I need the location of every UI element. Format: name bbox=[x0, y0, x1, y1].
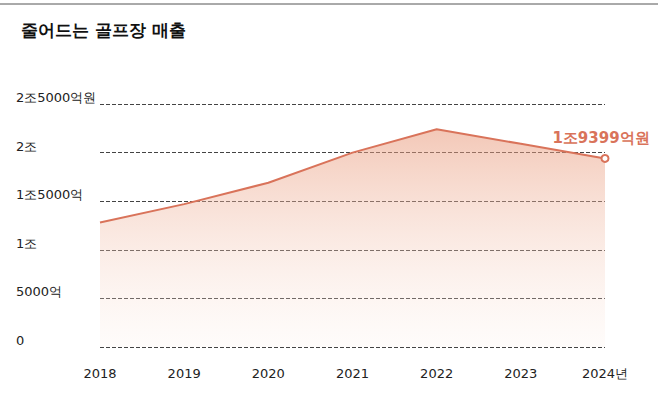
svg-text:2024년: 2024년 bbox=[582, 366, 628, 381]
svg-text:2020: 2020 bbox=[252, 366, 285, 381]
svg-text:2조: 2조 bbox=[16, 139, 37, 154]
svg-text:2021: 2021 bbox=[336, 366, 369, 381]
svg-text:5000억: 5000억 bbox=[16, 284, 62, 299]
svg-text:줄어드는 골프장 매출: 줄어드는 골프장 매출 bbox=[21, 20, 186, 40]
svg-text:1조9399억원: 1조9399억원 bbox=[552, 129, 649, 147]
svg-text:1조5000억: 1조5000억 bbox=[16, 187, 83, 202]
svg-text:2018: 2018 bbox=[83, 366, 116, 381]
svg-text:2019: 2019 bbox=[168, 366, 201, 381]
svg-text:2조5000억원: 2조5000억원 bbox=[16, 90, 96, 105]
svg-text:2022: 2022 bbox=[420, 366, 453, 381]
svg-text:0: 0 bbox=[16, 333, 24, 348]
svg-text:2023: 2023 bbox=[504, 366, 537, 381]
svg-text:1조: 1조 bbox=[16, 236, 37, 251]
